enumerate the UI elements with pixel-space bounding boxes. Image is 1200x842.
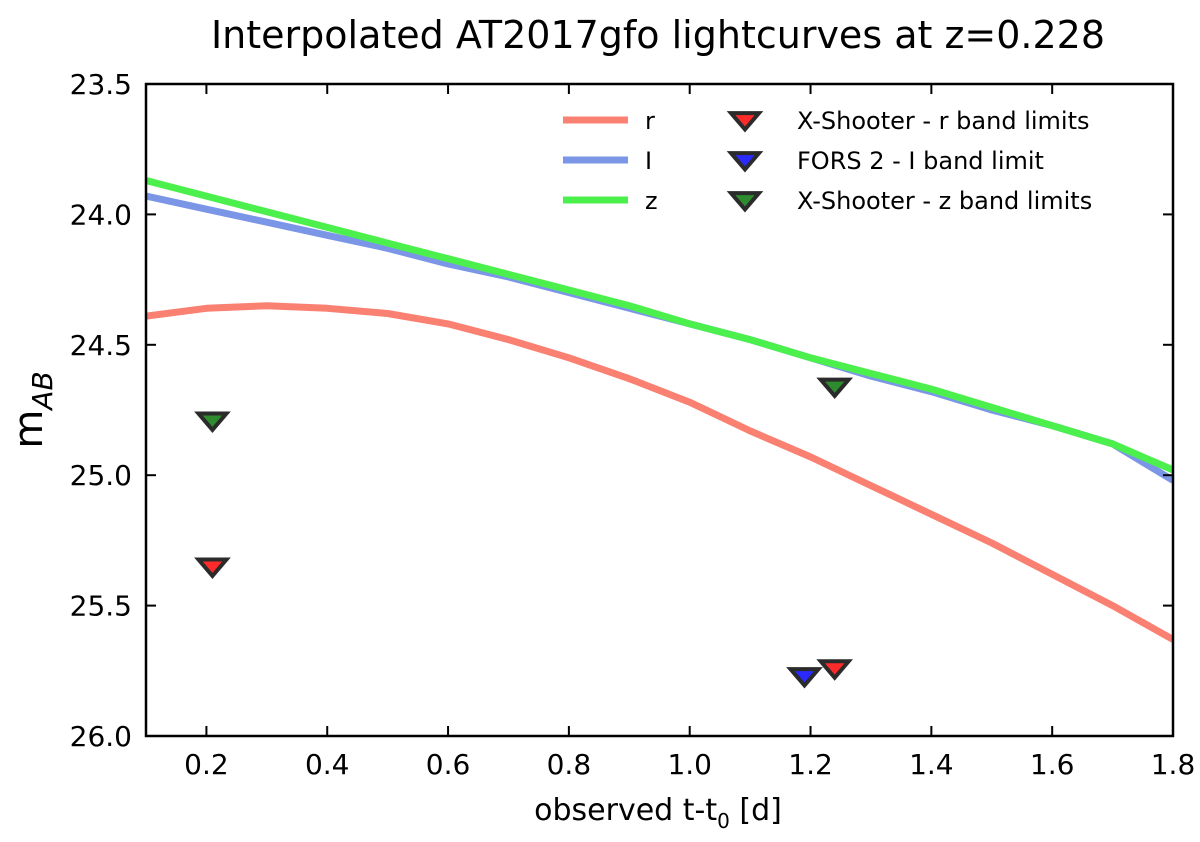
marker-2-0 <box>194 411 231 433</box>
y-tick-label-1: 24.0 <box>70 198 132 231</box>
legend-label-r: r <box>645 107 655 135</box>
x-tick-label-8: 1.8 <box>1151 748 1196 781</box>
legend-marker-2 <box>726 191 764 213</box>
y-tick-label-0: 23.5 <box>70 68 132 101</box>
legend-marker-label-2: X-Shooter - z band limits <box>797 187 1092 215</box>
x-axis-label-suffix: [d] <box>730 793 782 828</box>
x-tick-label-7: 1.6 <box>1030 748 1075 781</box>
series-line-i <box>146 192 1173 484</box>
legend: rIz X-Shooter - r band limits FORS 2 - I b… <box>563 107 1092 215</box>
x-axis-label-sub: 0 <box>717 809 730 833</box>
x-tick-label-4: 1.0 <box>667 748 712 781</box>
y-axis-label-main: m <box>6 410 52 449</box>
marker-2-1 <box>816 377 854 400</box>
series-line-r <box>146 302 1173 643</box>
marker-0-1 <box>816 659 854 681</box>
x-axis-label-main: observed t-t <box>534 793 717 828</box>
legend-marker-0 <box>726 111 764 133</box>
x-tick-label-0: 0.2 <box>184 748 229 781</box>
legend-marker-1 <box>726 151 764 173</box>
marker-1-0 <box>786 667 823 689</box>
x-tick-label-1: 0.4 <box>305 748 350 781</box>
y-tick-label-2: 24.5 <box>70 329 132 362</box>
legend-marker-label-0: X-Shooter - r band limits <box>797 107 1090 135</box>
series-line-z <box>146 177 1173 474</box>
x-tick-label-5: 1.2 <box>788 748 833 781</box>
marker-0-0 <box>194 557 231 580</box>
chart-title: Interpolated AT2017gfo lightcurves at z=… <box>211 13 1105 57</box>
x-tick-label-6: 1.4 <box>909 748 954 781</box>
legend-label-i: I <box>645 147 652 175</box>
y-axis-label-sub: AB <box>26 371 59 411</box>
y-tick-label-3: 25.0 <box>70 459 132 492</box>
y-tick-label-4: 25.5 <box>70 590 132 623</box>
x-axis-label: observed t-t0 [d] <box>534 793 782 833</box>
y-tick-label-5: 26.0 <box>70 720 132 753</box>
plot-area <box>146 177 1173 689</box>
y-axis-label: mAB <box>6 371 59 448</box>
legend-label-z: z <box>645 187 658 215</box>
x-tick-label-3: 0.8 <box>547 748 592 781</box>
legend-marker-label-1: FORS 2 - I band limit <box>797 147 1044 175</box>
x-tick-label-2: 0.6 <box>426 748 471 781</box>
plot-frame <box>144 82 1175 738</box>
